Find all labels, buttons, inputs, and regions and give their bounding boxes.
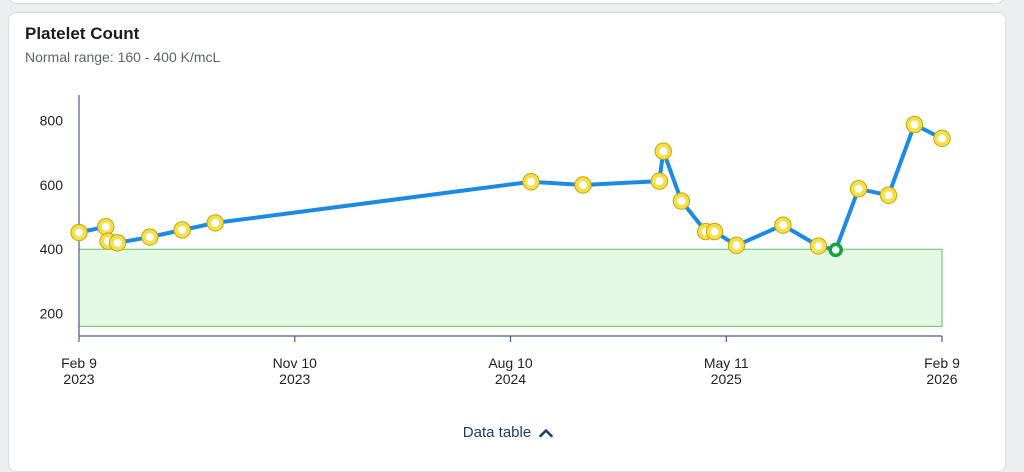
data-point-outline (654, 142, 672, 160)
x-tick-label: Feb 9 (924, 355, 960, 371)
data-point-outline (879, 186, 898, 204)
card-title: Platelet Count (25, 24, 140, 43)
data-point-outline (933, 129, 951, 148)
data-point-outline (905, 115, 924, 134)
data-point[interactable] (174, 221, 191, 238)
data-table-label: Data table (462, 424, 532, 441)
data-point-outline (206, 214, 224, 232)
data-point[interactable] (207, 214, 224, 231)
y-tick-label: 800 (40, 113, 64, 129)
data-point[interactable] (97, 218, 114, 235)
x-tick-label-year: 2026 (926, 371, 957, 387)
data-point-outline (141, 228, 159, 246)
data-point-outline (108, 234, 127, 252)
data-point-outline (650, 172, 669, 190)
chevron-up-icon (539, 428, 553, 437)
data-point[interactable] (71, 224, 87, 241)
data-point-outline (809, 237, 828, 255)
data-point-outline (774, 216, 792, 234)
data-point-outline (70, 223, 88, 242)
data-point[interactable] (728, 237, 745, 254)
data-point[interactable] (574, 176, 591, 193)
data-point[interactable] (934, 130, 950, 147)
data-point-outline (522, 173, 540, 191)
normal-range-band (78, 248, 943, 327)
data-point[interactable] (651, 173, 668, 190)
data-point-outline (849, 180, 868, 198)
x-tick-label-year: 2023 (279, 371, 310, 387)
y-tick-label: 200 (40, 306, 64, 322)
data-point[interactable] (774, 217, 791, 234)
data-point-outline (672, 192, 691, 210)
data-point[interactable] (850, 180, 867, 197)
x-tick-label: Aug 10 (488, 355, 533, 371)
data-point[interactable] (673, 193, 690, 210)
y-tick-label: 400 (40, 241, 64, 257)
platelet-count-card: Platelet Count Normal range: 160 - 400 K… (8, 12, 1006, 472)
y-tick-label: 600 (40, 177, 64, 193)
data-point[interactable] (906, 116, 923, 133)
data-table-toggle[interactable]: Data table (463, 424, 553, 441)
x-tick-label-year: 2025 (711, 371, 742, 387)
data-point[interactable] (109, 234, 126, 251)
x-tick-label: May 11 (704, 355, 749, 371)
card-footer: Data table (9, 424, 1007, 441)
data-point[interactable] (810, 238, 827, 255)
data-point[interactable] (655, 143, 672, 160)
series-line (77, 122, 944, 252)
previous-card-edge (8, 0, 1004, 4)
x-tick-label-year: 2023 (63, 371, 94, 387)
data-point[interactable] (522, 173, 539, 190)
data-point[interactable] (141, 229, 158, 246)
data-point-outline (574, 176, 592, 194)
data-point[interactable] (706, 223, 723, 240)
data-point-normal[interactable] (828, 242, 843, 258)
data-point-outline (173, 221, 191, 239)
data-point-outline (727, 236, 746, 255)
data-point-outline (705, 222, 724, 241)
x-tick-label: Feb 9 (61, 355, 97, 371)
x-tick-label: Nov 10 (273, 355, 318, 371)
x-tick-label-year: 2024 (495, 371, 526, 387)
data-point[interactable] (880, 187, 897, 204)
card-subtitle: Normal range: 160 - 400 K/mcL (25, 49, 221, 65)
